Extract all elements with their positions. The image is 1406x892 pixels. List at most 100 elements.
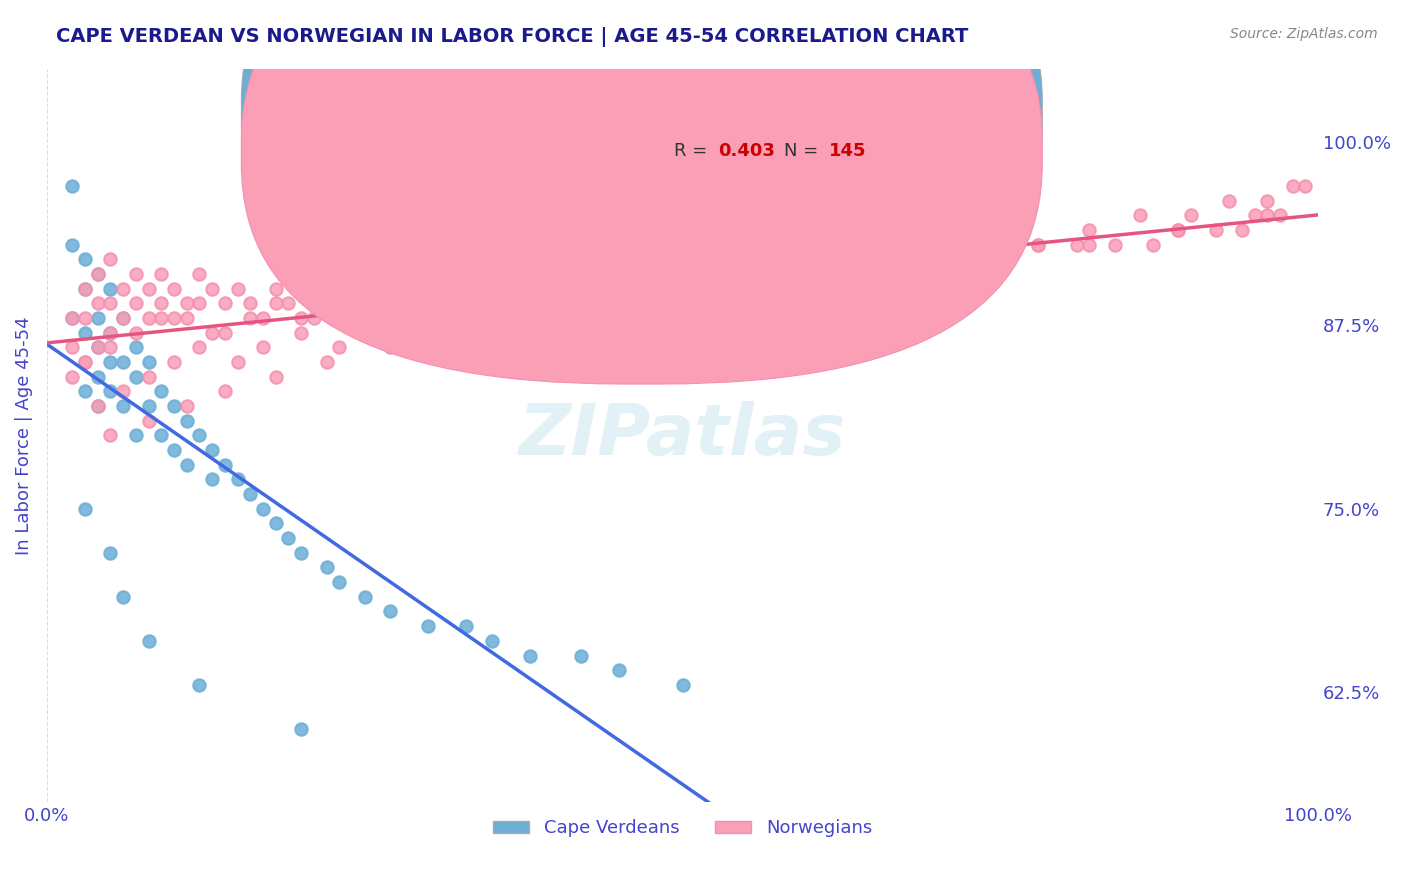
Point bbox=[1205, 223, 1227, 237]
Point bbox=[302, 310, 325, 325]
Point bbox=[100, 282, 122, 296]
Point bbox=[1180, 208, 1202, 222]
Point bbox=[264, 369, 287, 384]
Point bbox=[73, 310, 96, 325]
Point bbox=[811, 282, 834, 296]
Point bbox=[112, 384, 135, 399]
Point bbox=[645, 282, 668, 296]
Point bbox=[468, 310, 491, 325]
Point bbox=[315, 355, 337, 369]
Point bbox=[290, 326, 312, 340]
Point bbox=[1167, 223, 1189, 237]
Point bbox=[875, 237, 897, 252]
Point bbox=[786, 267, 808, 281]
Point bbox=[1268, 208, 1291, 222]
Point bbox=[900, 267, 922, 281]
Point bbox=[1243, 208, 1265, 222]
Point bbox=[201, 443, 224, 458]
Point bbox=[392, 310, 415, 325]
Point bbox=[582, 282, 605, 296]
Point bbox=[87, 399, 110, 413]
Point bbox=[201, 282, 224, 296]
Point bbox=[418, 310, 440, 325]
Point bbox=[481, 282, 503, 296]
Point bbox=[60, 237, 83, 252]
Point bbox=[481, 633, 503, 648]
Point bbox=[900, 267, 922, 281]
Point bbox=[519, 296, 541, 310]
Point bbox=[494, 282, 516, 296]
Point bbox=[1281, 178, 1303, 193]
Point bbox=[1104, 237, 1126, 252]
Point bbox=[430, 296, 453, 310]
Point bbox=[925, 237, 948, 252]
FancyBboxPatch shape bbox=[242, 0, 1042, 343]
Point bbox=[252, 340, 274, 354]
Point bbox=[60, 178, 83, 193]
Point bbox=[138, 355, 160, 369]
Point bbox=[264, 516, 287, 531]
Point bbox=[150, 384, 173, 399]
Point bbox=[1066, 237, 1088, 252]
FancyBboxPatch shape bbox=[600, 83, 936, 182]
Point bbox=[100, 355, 122, 369]
Point bbox=[138, 369, 160, 384]
Point bbox=[112, 355, 135, 369]
Point bbox=[188, 428, 211, 442]
Point bbox=[163, 355, 186, 369]
Point bbox=[378, 326, 401, 340]
Point bbox=[125, 267, 148, 281]
Point bbox=[418, 619, 440, 633]
Point bbox=[87, 267, 110, 281]
Point bbox=[100, 296, 122, 310]
Point bbox=[73, 501, 96, 516]
Point bbox=[60, 310, 83, 325]
Point bbox=[100, 546, 122, 560]
Point bbox=[353, 590, 375, 604]
Point bbox=[60, 310, 83, 325]
Text: R =: R = bbox=[673, 102, 713, 120]
Point bbox=[607, 663, 630, 677]
Point bbox=[735, 282, 758, 296]
Point bbox=[735, 267, 758, 281]
Point bbox=[519, 296, 541, 310]
Point bbox=[328, 310, 350, 325]
Point bbox=[100, 326, 122, 340]
Point bbox=[73, 384, 96, 399]
Point bbox=[988, 252, 1011, 267]
Point bbox=[988, 252, 1011, 267]
Point bbox=[138, 310, 160, 325]
Point bbox=[87, 340, 110, 354]
Point bbox=[849, 267, 872, 281]
Point bbox=[125, 369, 148, 384]
Point bbox=[443, 282, 465, 296]
Point bbox=[264, 296, 287, 310]
Point bbox=[315, 560, 337, 574]
Point bbox=[963, 252, 986, 267]
Point bbox=[710, 282, 733, 296]
Text: 0.403: 0.403 bbox=[718, 143, 775, 161]
Point bbox=[392, 282, 415, 296]
Point bbox=[87, 310, 110, 325]
Point bbox=[569, 648, 592, 663]
Point bbox=[239, 296, 262, 310]
Point bbox=[468, 267, 491, 281]
Point bbox=[290, 546, 312, 560]
Point bbox=[366, 296, 388, 310]
Point bbox=[544, 267, 567, 281]
Point bbox=[1078, 237, 1101, 252]
Point bbox=[112, 310, 135, 325]
Y-axis label: In Labor Force | Age 45-54: In Labor Force | Age 45-54 bbox=[15, 316, 32, 555]
Point bbox=[112, 399, 135, 413]
Point bbox=[1028, 237, 1050, 252]
Point bbox=[1129, 208, 1152, 222]
Point bbox=[697, 252, 720, 267]
Point bbox=[277, 296, 299, 310]
Point bbox=[188, 678, 211, 692]
Point bbox=[100, 326, 122, 340]
Point bbox=[1256, 208, 1278, 222]
Point bbox=[125, 296, 148, 310]
FancyBboxPatch shape bbox=[242, 0, 1042, 384]
Point bbox=[100, 340, 122, 354]
Text: ZIPatlas: ZIPatlas bbox=[519, 401, 846, 470]
